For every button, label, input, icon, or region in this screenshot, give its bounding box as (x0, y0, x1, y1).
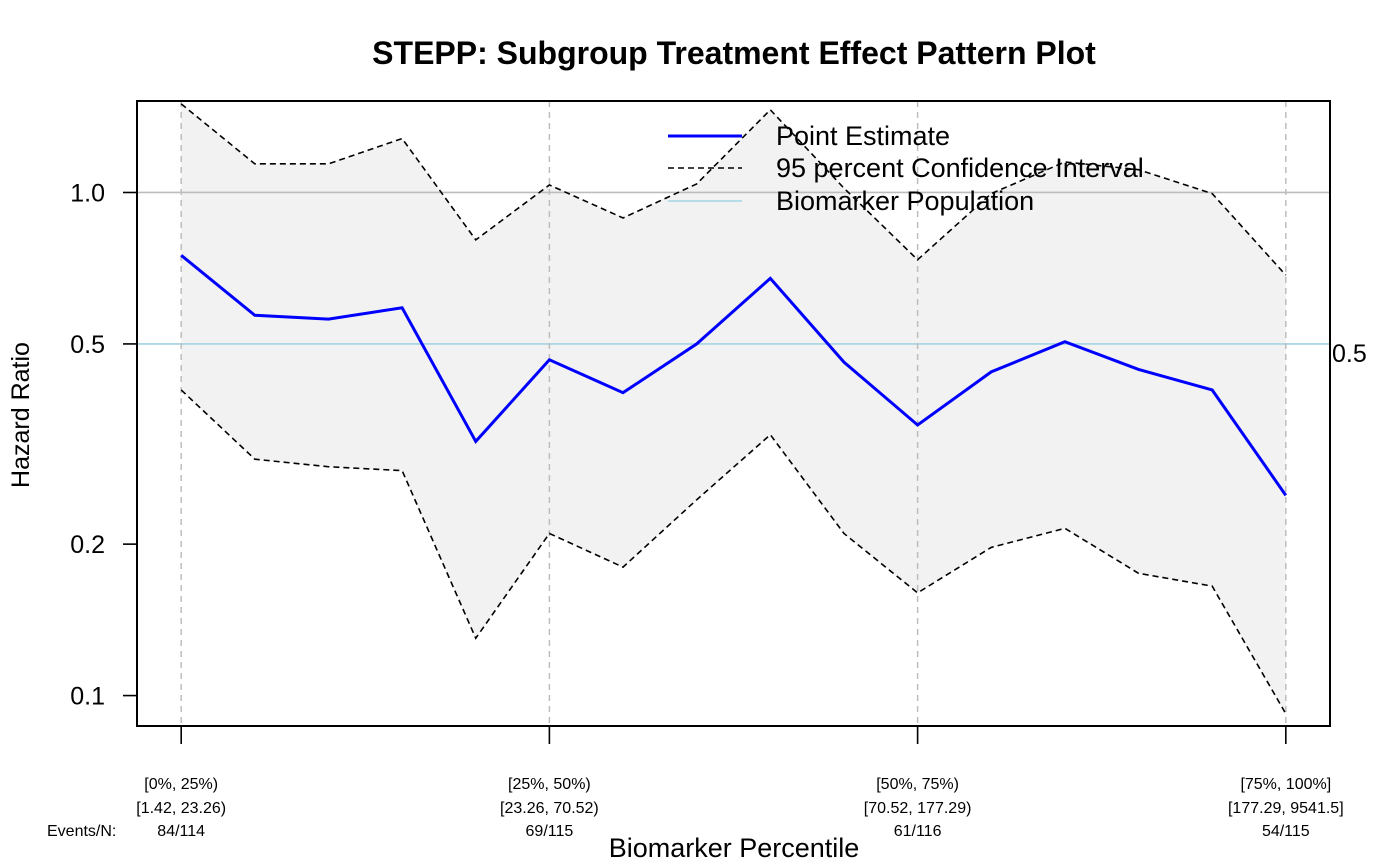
ci-lower-line (180, 389, 1287, 715)
y-tick-label: 1.0 (70, 179, 105, 207)
y-tick-label: 0.5 (70, 331, 105, 359)
subgroup-events-label: 61/116 (894, 823, 942, 840)
subgroup-events-label: 54/115 (1262, 823, 1310, 840)
x-axis-label: Biomarker Percentile (609, 833, 860, 863)
plot-layer: 0.1 0.2 0.5 1.0 [0%, 25%) [1.42, 23.26) 84/114… (70, 100, 1344, 840)
subgroup-percentile-label: [25%, 50%) (508, 776, 591, 793)
subgroup-percentile-label: [50%, 75%) (876, 776, 959, 793)
subgroup-range-label: [177.29, 9541.5] (1228, 800, 1344, 817)
right-axis-label: 0.5 (1332, 340, 1367, 368)
y-tick-label: 0.1 (70, 683, 105, 711)
legend-biomarker-population-label: Biomarker Population (776, 186, 1034, 216)
subgroup-range-label: [70.52, 177.29) (864, 800, 972, 817)
plot-frame (136, 100, 1331, 727)
chart-title: STEPP: Subgroup Treatment Effect Pattern… (372, 35, 1096, 71)
subgroup-percentile-label: [0%, 25%) (144, 776, 218, 793)
subgroup-events-label: 84/114 (157, 823, 205, 840)
legend-confidence-interval-label: 95 percent Confidence Interval (776, 153, 1144, 183)
subgroup-percentile-label: [75%, 100%] (1240, 776, 1331, 793)
point-estimate-line (180, 254, 1288, 497)
legend-point-estimate-label: Point Estimate (776, 121, 950, 151)
subgroup-range-label: [23.26, 70.52) (500, 800, 599, 817)
events-n-label: Events/N: (47, 823, 116, 840)
y-axis-label: Hazard Ratio (7, 342, 35, 488)
subgroup-range-label: [1.42, 23.26) (136, 800, 226, 817)
y-tick-label: 0.2 (70, 531, 105, 559)
confidence-band (181, 103, 1286, 714)
subgroup-events-label: 69/115 (526, 823, 574, 840)
